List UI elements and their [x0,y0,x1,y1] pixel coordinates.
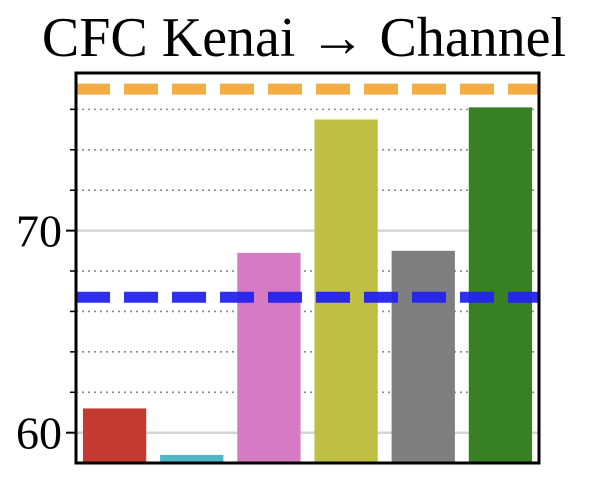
bar [314,119,378,463]
bar [237,252,301,463]
bar [391,250,455,463]
bars [82,107,533,464]
y-tick-label: 60 [16,408,62,459]
plot-frame [74,71,541,465]
y-axis-ticks: 60 70 [16,108,76,459]
chart-title: CFC Kenai → Channel [42,7,566,69]
bar [160,454,224,463]
bar [468,107,533,464]
reference-lines [76,83,539,303]
y-tick-label: 70 [16,206,62,257]
bar [82,408,147,463]
grid-lines [76,108,539,434]
